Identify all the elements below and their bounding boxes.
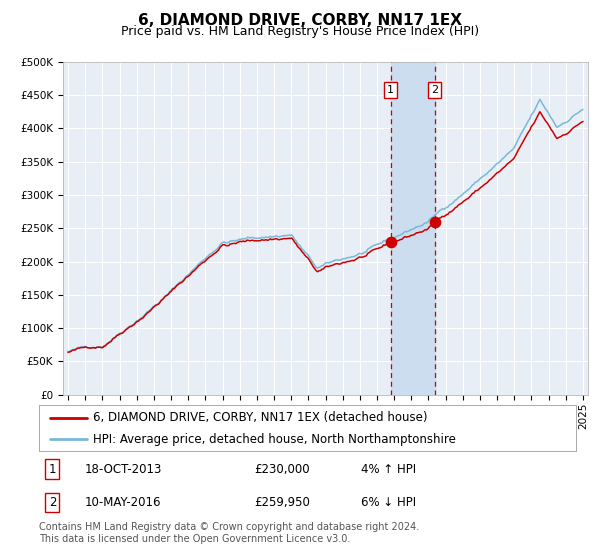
Text: Contains HM Land Registry data © Crown copyright and database right 2024.
This d: Contains HM Land Registry data © Crown c… bbox=[39, 522, 419, 544]
Text: £259,950: £259,950 bbox=[254, 496, 310, 509]
Point bbox=[386, 237, 395, 246]
Text: 2: 2 bbox=[431, 85, 439, 95]
Text: 1: 1 bbox=[49, 463, 56, 475]
Text: 6, DIAMOND DRIVE, CORBY, NN17 1EX: 6, DIAMOND DRIVE, CORBY, NN17 1EX bbox=[138, 13, 462, 28]
Point bbox=[430, 217, 440, 226]
Bar bbox=[391, 62, 435, 395]
Text: 6, DIAMOND DRIVE, CORBY, NN17 1EX (detached house): 6, DIAMOND DRIVE, CORBY, NN17 1EX (detac… bbox=[92, 411, 427, 424]
Text: 10-MAY-2016: 10-MAY-2016 bbox=[85, 496, 161, 509]
Text: HPI: Average price, detached house, North Northamptonshire: HPI: Average price, detached house, Nort… bbox=[92, 433, 455, 446]
Text: 18-OCT-2013: 18-OCT-2013 bbox=[85, 463, 162, 475]
Text: £230,000: £230,000 bbox=[254, 463, 310, 475]
Text: 2: 2 bbox=[49, 496, 56, 509]
Text: 4% ↑ HPI: 4% ↑ HPI bbox=[361, 463, 416, 475]
Text: 1: 1 bbox=[387, 85, 394, 95]
Text: 6% ↓ HPI: 6% ↓ HPI bbox=[361, 496, 416, 509]
Text: Price paid vs. HM Land Registry's House Price Index (HPI): Price paid vs. HM Land Registry's House … bbox=[121, 25, 479, 38]
